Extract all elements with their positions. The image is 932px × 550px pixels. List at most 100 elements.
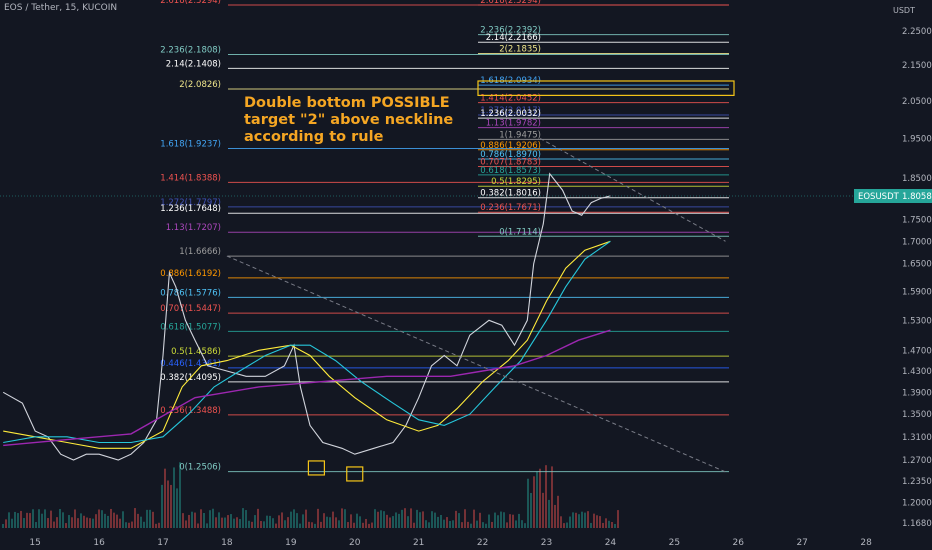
volume-bar [548, 499, 550, 528]
volume-bar [62, 512, 64, 528]
time-tick: 22 [477, 538, 488, 548]
volume-bar [188, 514, 190, 528]
price-tick: 1.4700 [902, 346, 932, 356]
volume-bar [395, 512, 397, 528]
time-axis[interactable]: 15 16 17 18 19 20 21 22 23 24 25 26 27 28 [0, 528, 932, 550]
volume-bar [161, 484, 163, 528]
volume-bar [293, 509, 295, 528]
time-tick: 27 [796, 538, 807, 548]
volume-bar [434, 512, 436, 528]
volume-bar [260, 521, 262, 528]
volume-bar [464, 509, 466, 528]
fib-right-level-label: 0.382(1.8016) [480, 189, 541, 199]
volume-bar [266, 515, 268, 528]
volume-bar [398, 513, 400, 528]
volume-bar [539, 468, 541, 528]
volume-bar [5, 519, 7, 528]
volume-bar [233, 518, 235, 528]
volume-bar [44, 509, 46, 528]
fib-left-level-label: 1.414(1.8388) [160, 173, 221, 183]
volume-bar [371, 522, 373, 528]
fib-left-level-label: 0(1.2506) [179, 463, 221, 473]
volume-bar [308, 521, 310, 528]
fib-left-level-label: 0.5(1.4586) [171, 347, 221, 357]
volume-bar [248, 520, 250, 528]
volume-bar [497, 515, 499, 528]
volume-bar [611, 521, 613, 528]
fib-left-level-label: 0.707(1.5447) [160, 304, 221, 314]
volume-bar [599, 516, 601, 528]
volume-bar [341, 508, 343, 528]
volume-bar [203, 512, 205, 528]
volume-bar [416, 509, 418, 528]
volume-bar [437, 516, 439, 528]
fib-right-level-label: 0.786(1.8970) [480, 150, 541, 160]
double-bottom-marker [307, 460, 325, 476]
volume-bar [155, 523, 157, 528]
volume-bar [527, 478, 529, 528]
volume-bar [221, 517, 223, 528]
volume-bar [239, 519, 241, 528]
volume-bar [20, 510, 22, 528]
volume-bar [275, 523, 277, 528]
volume-bar [101, 510, 103, 528]
price-tick: 1.3100 [902, 433, 932, 443]
time-tick: 16 [93, 538, 105, 548]
volume-bar [563, 523, 565, 528]
volume-bar [458, 513, 460, 528]
volume-bar [554, 504, 556, 528]
volume-bar [98, 509, 100, 528]
volume-bar [338, 520, 340, 528]
volume-bar [578, 514, 580, 528]
time-tick: 17 [157, 538, 168, 548]
volume-bar [479, 512, 481, 528]
time-tick: 18 [221, 538, 233, 548]
volume-bar [206, 523, 208, 528]
volume-bar [515, 520, 517, 528]
volume-bar [569, 516, 571, 528]
price-tick: 1.1680 [902, 519, 932, 529]
price-tick: 1.7000 [902, 237, 932, 247]
volume-bar [404, 508, 406, 528]
volume-bar [518, 513, 520, 528]
volume-bar [35, 522, 37, 528]
volume-bar [125, 522, 127, 528]
volume-bar [608, 520, 610, 528]
volume-bar [311, 522, 313, 528]
volume-bar [359, 516, 361, 528]
fib-right-level-label: 1.13(1.9782) [486, 119, 541, 129]
time-tick: 23 [541, 538, 552, 548]
volume-bar [443, 519, 445, 528]
volume-bar [377, 511, 379, 528]
volume-bar [452, 520, 454, 528]
volume-bar [179, 462, 181, 528]
fib-retracement-left[interactable]: 2.618(2.3294) 2.236(2.1808) 2.14(2.1408) 2(… [160, 0, 729, 473]
volume-bar [521, 520, 523, 528]
volume-bar [509, 514, 511, 528]
annotation-line-2: target "2" above neckline [244, 112, 454, 128]
volume-bar [419, 512, 421, 528]
fib-right-level-label: 1.414(2.0452) [480, 94, 541, 104]
volume-bar [329, 517, 331, 528]
volume-bar [170, 484, 172, 528]
volume-bar [422, 511, 424, 528]
volume-bar [272, 518, 274, 528]
volume-bar [386, 514, 388, 528]
fib-left-level-label: 2.236(2.1808) [160, 45, 221, 55]
volume-bar [278, 515, 280, 528]
time-tick: 19 [285, 538, 297, 548]
volume-bar [347, 522, 349, 528]
price-tick: 1.2700 [902, 456, 932, 466]
ma-slow-line [3, 240, 611, 444]
volume-bar [428, 522, 430, 528]
volume-bar [590, 522, 592, 528]
volume-bar [380, 510, 382, 528]
volume-bar [476, 520, 478, 528]
volume-bar [551, 466, 553, 528]
volume-bar [146, 509, 148, 528]
fib-right-level-label: 0.886(1.9206) [480, 141, 541, 151]
time-tick: 15 [29, 538, 40, 548]
volume-bar [197, 523, 199, 528]
